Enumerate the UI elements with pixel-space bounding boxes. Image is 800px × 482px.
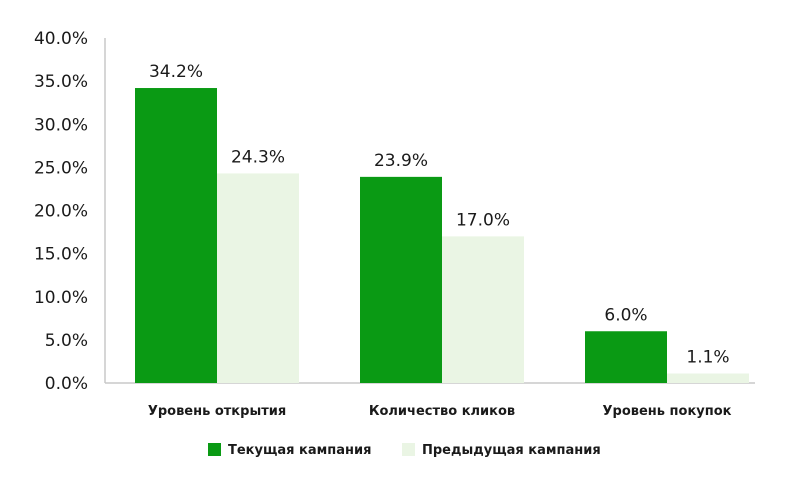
legend-swatch xyxy=(402,443,415,456)
bar-previous-2 xyxy=(667,373,749,383)
data-label-previous-2: 1.1% xyxy=(686,348,729,368)
legend: Текущая кампания Предыдущая кампания xyxy=(208,443,601,458)
y-tick-label: 35.0% xyxy=(34,72,88,92)
y-tick-label: 0.0% xyxy=(45,374,88,394)
category-label: Уровень открытия xyxy=(148,404,286,419)
y-tick-label: 15.0% xyxy=(34,245,88,265)
data-label-current-1: 23.9% xyxy=(374,151,428,171)
bar-current-2 xyxy=(585,331,667,383)
y-tick-label: 10.0% xyxy=(34,288,88,308)
legend-label: Текущая кампания xyxy=(228,443,371,458)
y-tick-label: 25.0% xyxy=(34,158,88,178)
y-tick-label: 5.0% xyxy=(45,331,88,351)
y-tick-label: 40.0% xyxy=(34,29,88,49)
bars xyxy=(135,88,749,384)
bar-current-0 xyxy=(135,88,217,384)
legend-swatch xyxy=(208,443,221,456)
data-label-current-2: 6.0% xyxy=(604,305,647,325)
bar-current-1 xyxy=(360,176,442,383)
bar-previous-1 xyxy=(442,236,524,383)
data-label-previous-0: 24.3% xyxy=(231,147,285,167)
category-label: Уровень покупок xyxy=(603,404,732,419)
data-label-previous-1: 17.0% xyxy=(456,210,510,230)
data-label-current-0: 34.2% xyxy=(149,62,203,82)
y-axis-ticks: 0.0% 5.0% 10.0% 15.0% 20.0% 25.0% 30.0% 35.0% 40… xyxy=(34,29,88,394)
legend-label: Предыдущая кампания xyxy=(422,443,601,458)
data-labels: 34.2% 23.9% 6.0% 24.3% 17.0% 1.1% xyxy=(149,62,730,367)
category-labels: Уровень открытия Количество кликов Уровень… xyxy=(148,404,732,419)
y-tick-label: 30.0% xyxy=(34,115,88,135)
bar-previous-0 xyxy=(217,173,299,383)
y-tick-label: 20.0% xyxy=(34,202,88,222)
category-label: Количество кликов xyxy=(369,404,515,419)
